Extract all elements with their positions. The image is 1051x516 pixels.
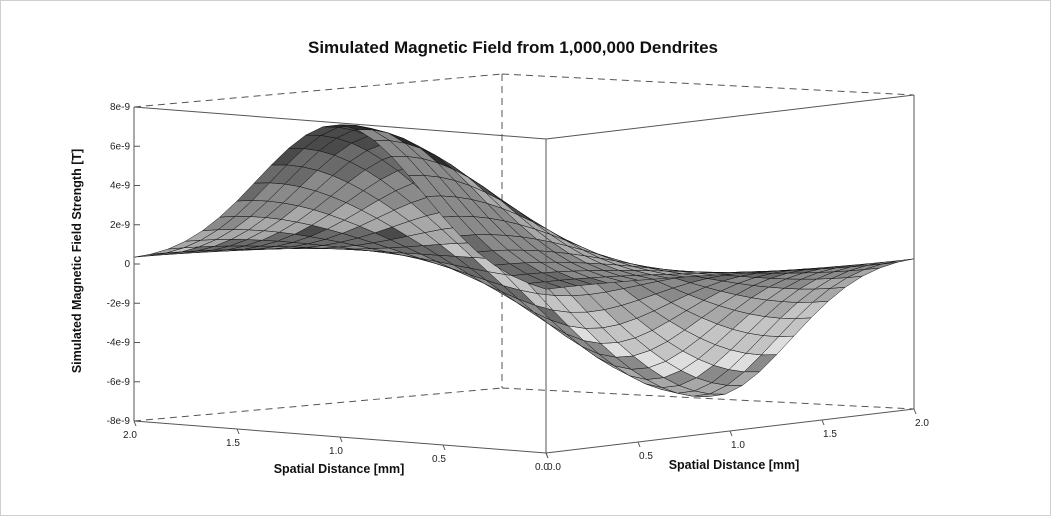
chart-title: Simulated Magnetic Field from 1,000,000 … <box>308 38 718 57</box>
x-tick-label: 0.5 <box>432 454 446 465</box>
box-edge <box>133 387 503 422</box>
x-tick-label: 1.0 <box>329 446 343 457</box>
y-tick-label: 1.0 <box>731 440 745 451</box>
y-tick-mark <box>545 452 549 459</box>
y-tick-mark <box>821 419 825 426</box>
box-edge <box>133 106 547 140</box>
x-tick-label: 0.0 <box>535 462 549 473</box>
z-tick-label: 6e-9 <box>110 141 130 152</box>
z-tick-label: -6e-9 <box>107 377 131 388</box>
y-tick-label: 0.0 <box>547 462 561 473</box>
surface-mesh <box>133 124 915 397</box>
z-tick-label: -2e-9 <box>107 298 131 309</box>
x-tick-mark <box>236 428 240 435</box>
z-axis-label: Simulated Magnetic Field Strength [T] <box>70 149 84 373</box>
z-tick-label: 2e-9 <box>110 220 130 231</box>
box-edge <box>545 94 915 140</box>
box-edge <box>501 387 915 410</box>
z-tick-label: 4e-9 <box>110 181 130 192</box>
x-tick-mark <box>133 420 137 427</box>
box-edge <box>501 73 915 96</box>
x-tick-mark <box>442 444 446 451</box>
y-tick-label: 1.5 <box>823 429 837 440</box>
z-tick-label: 0 <box>124 259 130 270</box>
z-tick-label: -4e-9 <box>107 338 131 349</box>
surface-patch <box>528 281 562 290</box>
box-edge <box>133 73 503 108</box>
x-axis-label: Spatial Distance [mm] <box>274 462 405 476</box>
y-tick-label: 0.5 <box>639 451 653 462</box>
x-tick-label: 2.0 <box>123 430 137 441</box>
y-tick-mark <box>637 441 641 448</box>
x-tick-label: 1.5 <box>226 438 240 449</box>
axis-ticks: 8e-9 6e-9 4e-9 2e-9 0 -2e-9 -4e-9 -6e-9 -8e-9 2.0… <box>107 102 930 473</box>
z-tick-label: 8e-9 <box>110 102 130 113</box>
z-tick-label: -8e-9 <box>107 416 131 427</box>
y-tick-mark <box>729 430 733 437</box>
y-tick-mark <box>913 408 917 415</box>
x-tick-mark <box>339 436 343 443</box>
y-axis-label: Spatial Distance [mm] <box>669 458 800 472</box>
y-tick-label: 2.0 <box>915 418 929 429</box>
